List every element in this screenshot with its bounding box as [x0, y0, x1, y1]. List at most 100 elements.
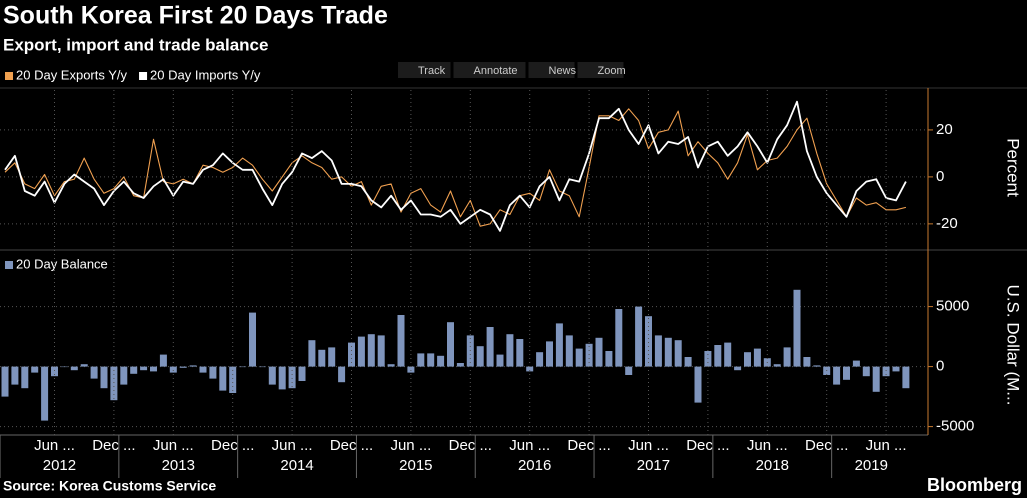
source-note: Source: Korea Customs Service	[3, 478, 216, 494]
y-tick-label: 0	[936, 358, 944, 375]
x-tick-label: Jun ...	[747, 437, 788, 454]
x-tick-label: Dec ...	[330, 437, 373, 454]
bar	[882, 366, 890, 377]
bar	[278, 366, 286, 390]
bar	[338, 366, 346, 383]
legend-label: 20 Day Imports Y/y	[150, 67, 261, 82]
bar	[793, 289, 801, 367]
bar	[615, 309, 623, 367]
bar	[585, 343, 593, 367]
x-tick-label: Dec ...	[686, 437, 729, 454]
bar	[714, 345, 722, 367]
bar	[169, 366, 177, 373]
x-tick-label: Jun ...	[866, 437, 907, 454]
legend-swatch	[139, 72, 148, 80]
bar	[21, 366, 29, 389]
bar	[249, 312, 256, 367]
bar	[357, 336, 365, 367]
bar	[892, 366, 900, 372]
bar	[625, 366, 633, 375]
toolbar-label[interactable]: Zoom	[598, 65, 626, 77]
bar	[476, 346, 484, 367]
y-tick-label: 0	[936, 168, 944, 185]
chart-title: South Korea First 20 Days Trade	[3, 2, 388, 30]
bar	[120, 366, 128, 385]
bar	[744, 352, 751, 367]
year-label: 2012	[43, 457, 76, 474]
legend-swatch	[5, 72, 13, 80]
line-series	[4, 108, 907, 227]
bar	[90, 366, 98, 379]
bar	[852, 360, 860, 367]
bar	[565, 335, 573, 367]
legend-swatch	[5, 261, 13, 269]
bar	[328, 347, 336, 367]
bar	[100, 366, 108, 389]
legend-label: 20 Day Balance	[16, 256, 108, 271]
bar	[298, 366, 306, 381]
toolbar-label[interactable]: Annotate	[474, 65, 518, 77]
bar	[783, 347, 791, 367]
bar	[694, 366, 702, 403]
bar	[387, 364, 395, 367]
bar	[199, 366, 207, 373]
bar	[11, 366, 19, 385]
year-label: 2019	[855, 457, 888, 474]
bar	[189, 365, 197, 367]
bar	[536, 352, 544, 367]
bar	[862, 366, 870, 377]
bar	[496, 354, 504, 367]
year-label: 2015	[399, 457, 432, 474]
year-label: 2018	[756, 457, 789, 474]
bar	[546, 341, 553, 367]
bar	[258, 366, 266, 368]
x-tick-label: Dec ...	[567, 437, 610, 454]
bar	[377, 335, 385, 367]
year-label: 2013	[162, 457, 195, 474]
bar	[367, 334, 375, 367]
bar	[605, 351, 613, 367]
brand: Bloomberg	[927, 475, 1022, 495]
y-tick-label: 20	[936, 121, 953, 138]
bar	[427, 353, 435, 367]
toolbar-button[interactable]	[398, 62, 451, 78]
x-tick-label: Jun ...	[34, 437, 75, 454]
x-tick-label: Jun ...	[153, 437, 194, 454]
bar	[872, 366, 880, 392]
toolbar-button[interactable]	[528, 62, 575, 78]
bar	[140, 366, 148, 371]
toolbar-label[interactable]: Track	[418, 65, 446, 77]
toolbar-button[interactable]	[577, 62, 624, 78]
x-tick-label: Dec ...	[211, 437, 254, 454]
y-tick-label: -5000	[936, 418, 974, 435]
chart-subtitle: Export, import and trade balance	[3, 35, 268, 54]
bar	[506, 334, 514, 367]
bar	[417, 353, 425, 367]
bar	[239, 366, 247, 368]
bar	[654, 335, 662, 367]
bar	[179, 366, 187, 368]
bar	[724, 342, 732, 367]
toolbar-button[interactable]	[453, 62, 526, 78]
bar	[397, 315, 405, 367]
bar	[150, 366, 157, 372]
x-tick-label: Dec ...	[92, 437, 135, 454]
x-tick-label: Jun ...	[628, 437, 669, 454]
x-tick-label: Dec ...	[449, 437, 492, 454]
bar	[130, 366, 138, 374]
bar	[70, 366, 78, 371]
line-series	[4, 100, 907, 232]
bar	[60, 366, 68, 368]
bar	[833, 366, 841, 385]
bar	[51, 366, 58, 377]
y-tick-label: -20	[936, 215, 958, 232]
bar	[41, 366, 49, 421]
bar	[645, 316, 652, 367]
bar	[159, 354, 167, 367]
toolbar-label[interactable]: News	[549, 65, 577, 77]
bar	[308, 340, 316, 367]
bar	[456, 363, 464, 367]
bar	[268, 366, 276, 385]
bar	[803, 357, 811, 367]
